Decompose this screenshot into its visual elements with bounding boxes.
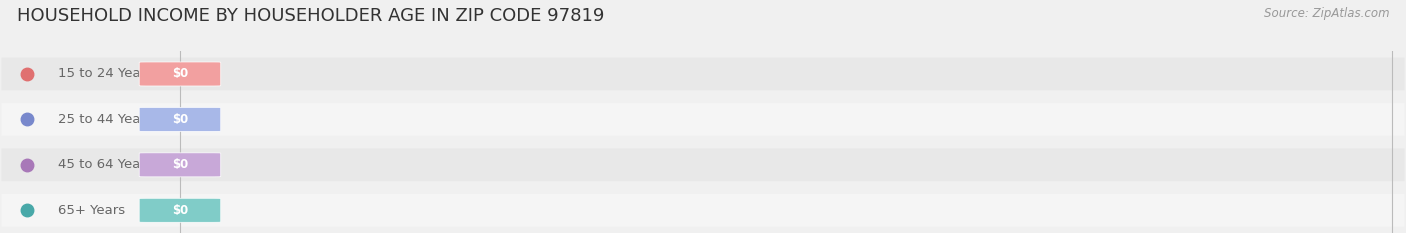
- FancyBboxPatch shape: [139, 198, 221, 222]
- Text: $0: $0: [172, 158, 188, 171]
- Text: $0: $0: [172, 113, 188, 126]
- Text: 15 to 24 Years: 15 to 24 Years: [58, 68, 153, 80]
- Text: 45 to 64 Years: 45 to 64 Years: [58, 158, 152, 171]
- Text: Source: ZipAtlas.com: Source: ZipAtlas.com: [1264, 7, 1389, 20]
- Text: $0: $0: [172, 68, 188, 80]
- Text: $0: $0: [172, 204, 188, 217]
- FancyBboxPatch shape: [139, 153, 221, 177]
- FancyBboxPatch shape: [1, 103, 1405, 136]
- FancyBboxPatch shape: [1, 58, 1405, 90]
- Text: HOUSEHOLD INCOME BY HOUSEHOLDER AGE IN ZIP CODE 97819: HOUSEHOLD INCOME BY HOUSEHOLDER AGE IN Z…: [17, 7, 605, 25]
- FancyBboxPatch shape: [139, 107, 221, 131]
- FancyBboxPatch shape: [1, 194, 1405, 227]
- FancyBboxPatch shape: [1, 148, 1405, 181]
- FancyBboxPatch shape: [139, 62, 221, 86]
- Text: 25 to 44 Years: 25 to 44 Years: [58, 113, 152, 126]
- Text: 65+ Years: 65+ Years: [58, 204, 125, 217]
